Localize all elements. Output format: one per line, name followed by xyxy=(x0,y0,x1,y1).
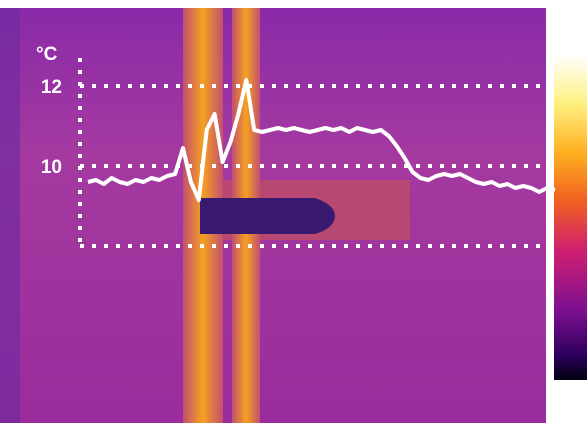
page: °C 1012 (() => { const data = JSON.parse… xyxy=(0,0,587,423)
y-tick-label: 10 xyxy=(41,157,62,178)
y-axis-label: °C xyxy=(36,44,58,65)
y-tick-label: 12 xyxy=(41,77,62,98)
chart: °C 10 12 xyxy=(0,0,587,423)
color-bar xyxy=(554,55,587,380)
